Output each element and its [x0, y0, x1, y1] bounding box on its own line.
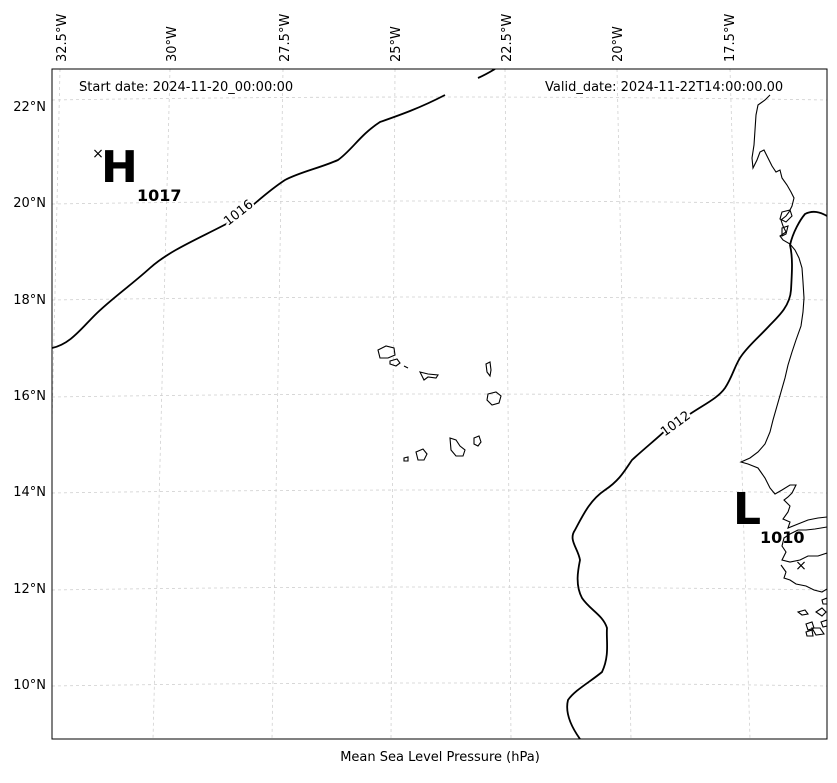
lon-tick-27.5W: 27.5°W [278, 14, 293, 62]
lat-tick-10N: 10°N [13, 678, 46, 693]
bijagos-islands [796, 597, 827, 637]
gridline-lon-17.5 [729, 69, 751, 739]
gridline-lon-25 [390, 69, 396, 739]
high-center-marker: × [92, 146, 104, 162]
africa-coastline [739, 94, 827, 529]
cape-verde-islands [377, 345, 502, 462]
isobar-1012 [566, 210, 827, 739]
gridline-lon-27.5 [271, 69, 284, 739]
longitude-gridlines [52, 69, 751, 739]
gridline-lat-22 [52, 96, 827, 101]
high-center-value: 1017 [137, 186, 182, 205]
lat-tick-20N: 20°N [13, 196, 46, 211]
lon-tick-20W: 20°W [611, 26, 626, 62]
map-frame [51, 68, 828, 740]
latitude-gridlines [52, 96, 827, 687]
island-sal [485, 361, 492, 378]
lat-tick-16N: 16°N [13, 389, 46, 404]
low-center-letter: L [733, 484, 761, 535]
island-sao-vicente [389, 358, 401, 367]
lat-tick-14N: 14°N [13, 485, 46, 500]
lon-tick-22.5W: 22.5°W [500, 14, 515, 62]
gridline-lon-22.5 [504, 69, 512, 739]
island-boa-vista [486, 391, 502, 406]
coastlines [739, 94, 827, 637]
lat-tick-12N: 12°N [13, 582, 46, 597]
gridline-lat-16 [52, 393, 827, 398]
low-pressure-center: × L 1010 [733, 484, 807, 574]
gridline-lat-12 [52, 586, 827, 591]
lon-tick-30W: 30°W [165, 26, 180, 62]
island-brava [403, 456, 409, 462]
island-fogo [415, 448, 428, 461]
high-center-letter: H [101, 142, 138, 193]
isobars [52, 69, 827, 739]
gridline-lat-14 [52, 489, 827, 494]
gridline-lat-10 [52, 682, 827, 687]
lat-tick-18N: 18°N [13, 293, 46, 308]
isobar-1016 [52, 69, 496, 349]
start-date-label: Start date: 2024-11-20_00:00:00 [79, 80, 293, 95]
gridline-lon-20 [616, 69, 632, 739]
low-center-value: 1010 [760, 528, 805, 547]
lon-tick-17.5W: 17.5°W [723, 14, 738, 62]
longitude-tick-labels: 32.5°W 30°W 27.5°W 25°W 22.5°W 20°W 17.5… [55, 14, 738, 62]
valid-date-label: Valid_date: 2024-11-22T14:00:00.00 [545, 80, 783, 95]
lat-tick-22N: 22°N [13, 100, 46, 115]
island-santo-antao [377, 345, 396, 359]
gridline-lat-20 [52, 200, 827, 205]
gridline-lon-30 [152, 69, 171, 739]
island-santiago [449, 437, 466, 457]
low-center-marker: × [795, 558, 807, 574]
high-pressure-center: × H 1017 [92, 142, 181, 205]
mauritania-bay-detail [779, 209, 793, 237]
gambia-senegal-coast [781, 526, 827, 563]
lon-tick-32.5W: 32.5°W [55, 14, 70, 62]
island-santa-luzia [403, 365, 409, 369]
guinea-bissau-coast [780, 564, 827, 593]
map-xlabel: Mean Sea Level Pressure (hPa) [340, 750, 540, 765]
gridline-lat-18 [52, 296, 827, 301]
map-background [52, 69, 827, 739]
latitude-tick-labels: 22°N 20°N 18°N 16°N 14°N 12°N 10°N [13, 100, 46, 693]
lon-tick-25W: 25°W [389, 26, 404, 62]
island-maio [473, 435, 482, 447]
island-sao-nicolau [418, 371, 439, 381]
